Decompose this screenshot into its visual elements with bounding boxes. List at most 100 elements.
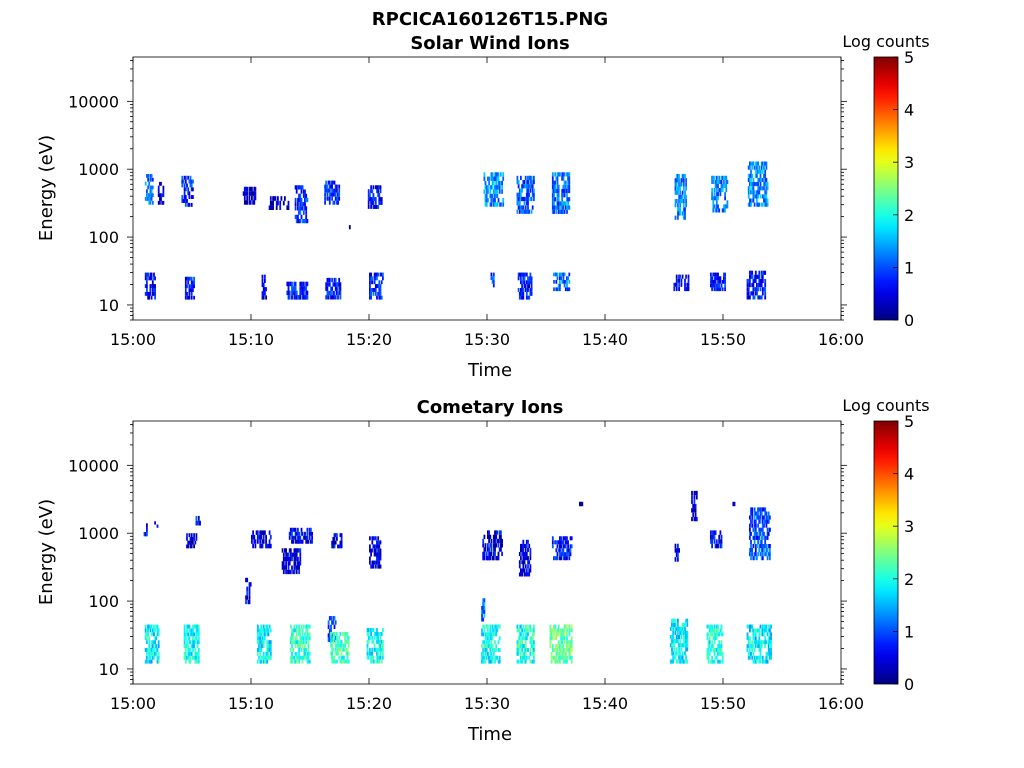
spectrogram-cell (564, 624, 567, 629)
spectrogram-cell (197, 659, 200, 664)
spectrogram-cell (517, 640, 520, 645)
spectrogram-cell (713, 272, 716, 277)
spectrogram-cell (154, 288, 156, 292)
spectrogram-cell (294, 295, 297, 300)
spectrogram-cell (756, 544, 758, 549)
spectrogram-cell (521, 572, 523, 577)
spectrogram-cell (561, 205, 564, 210)
spectrogram-cell (483, 547, 486, 552)
spectrogram-cell (679, 659, 682, 664)
spectrogram-cell (751, 515, 754, 520)
spectrogram-cell (293, 624, 296, 629)
spectrogram-cell (297, 539, 299, 544)
spectrogram-cell (184, 284, 187, 289)
spectrogram-cell (380, 632, 383, 636)
spectrogram-cell (265, 655, 267, 660)
spectrogram-cell (520, 196, 522, 202)
spectrogram-cell (759, 186, 762, 191)
spectrogram-cell (523, 280, 526, 285)
spectrogram-cell (569, 651, 572, 656)
spectrogram-cell (481, 613, 483, 618)
spectrogram-cell (758, 169, 761, 174)
spectrogram-cell (554, 188, 557, 194)
spectrogram-cell (334, 651, 337, 656)
spectrogram-cell (190, 544, 193, 549)
spectrogram-cell (252, 534, 254, 540)
spectrogram-cell (758, 636, 761, 641)
spectrogram-cell (561, 628, 564, 633)
spectrogram-cell (246, 586, 249, 591)
spectrogram-cell (522, 276, 525, 281)
spectrogram-cell (490, 632, 493, 637)
spectrogram-cell (753, 202, 756, 207)
spectrogram-cell (551, 648, 554, 652)
spectrogram-cell (570, 640, 573, 645)
spectrogram-cell (299, 539, 302, 544)
spectrogram-cell (155, 644, 158, 648)
spectrogram-cell (483, 644, 486, 648)
spectrogram-cell (763, 519, 765, 524)
spectrogram-cell (144, 181, 147, 186)
spectrogram-cell (562, 536, 565, 541)
spectrogram-cell (555, 648, 558, 652)
spectrogram-cell (269, 640, 272, 645)
spectrogram-cell (521, 209, 523, 214)
spectrogram-cell (533, 175, 535, 180)
spectrogram-cell (687, 278, 690, 283)
spectrogram-cell (253, 539, 256, 544)
spectrogram-cell (297, 548, 299, 553)
spectrogram-cell (752, 295, 755, 300)
spectrogram-cell (369, 284, 371, 288)
spectrogram-cell (521, 280, 523, 285)
spectrogram-cell (715, 200, 718, 205)
spectrogram-cell (196, 632, 199, 637)
spectrogram-cell (714, 208, 717, 213)
spectrogram-cell (753, 274, 756, 279)
spectrogram-cell (750, 270, 752, 275)
spectrogram-cell (717, 543, 719, 549)
spectrogram-cell (291, 527, 293, 532)
spectrogram-cell (763, 548, 765, 553)
spectrogram-cell (150, 295, 153, 300)
spectrogram-cell (306, 628, 309, 633)
spectrogram-cell (289, 648, 292, 652)
spectrogram-cell (524, 640, 527, 645)
spectrogram-cell (149, 655, 152, 660)
spectrogram-cell (567, 180, 569, 185)
spectrogram-cell (305, 628, 308, 633)
spectrogram-cell (184, 632, 187, 637)
spectrogram-cell (369, 628, 371, 632)
spectrogram-cell (691, 508, 693, 513)
spectrogram-cell (560, 655, 562, 660)
spectrogram-cell (497, 176, 500, 181)
spectrogram-cell (563, 172, 566, 177)
spectrogram-cell (724, 196, 726, 201)
spectrogram-cell (196, 628, 199, 633)
spectrogram-cell (756, 161, 758, 166)
spectrogram-cell (764, 291, 767, 296)
spectrogram-cell (151, 644, 154, 648)
spectrogram-cell (566, 648, 568, 652)
spectrogram-cell (761, 523, 764, 528)
spectrogram-cell (721, 280, 724, 284)
spectrogram-cell (750, 190, 752, 195)
spectrogram-cell (712, 283, 715, 288)
spectrogram-cell (758, 186, 761, 191)
spectrogram-cell (756, 644, 758, 648)
spectrogram-cell (682, 622, 685, 627)
spectrogram-cell (379, 185, 382, 190)
spectrogram-cell (765, 194, 768, 199)
spectrogram-cell (764, 659, 767, 664)
spectrogram-cell (523, 655, 526, 660)
spectrogram-cell (717, 644, 719, 648)
spectrogram-cell (549, 640, 552, 645)
spectrogram-cell (304, 197, 306, 203)
spectrogram-cell (753, 523, 756, 528)
spectrogram-cell (245, 191, 247, 196)
spectrogram-cell (192, 187, 194, 192)
spectrogram-cell (373, 544, 376, 549)
spectrogram-cell (251, 191, 253, 196)
spectrogram-cell (286, 552, 289, 557)
spectrogram-cell (374, 288, 377, 292)
spectrogram-cell (528, 284, 531, 288)
